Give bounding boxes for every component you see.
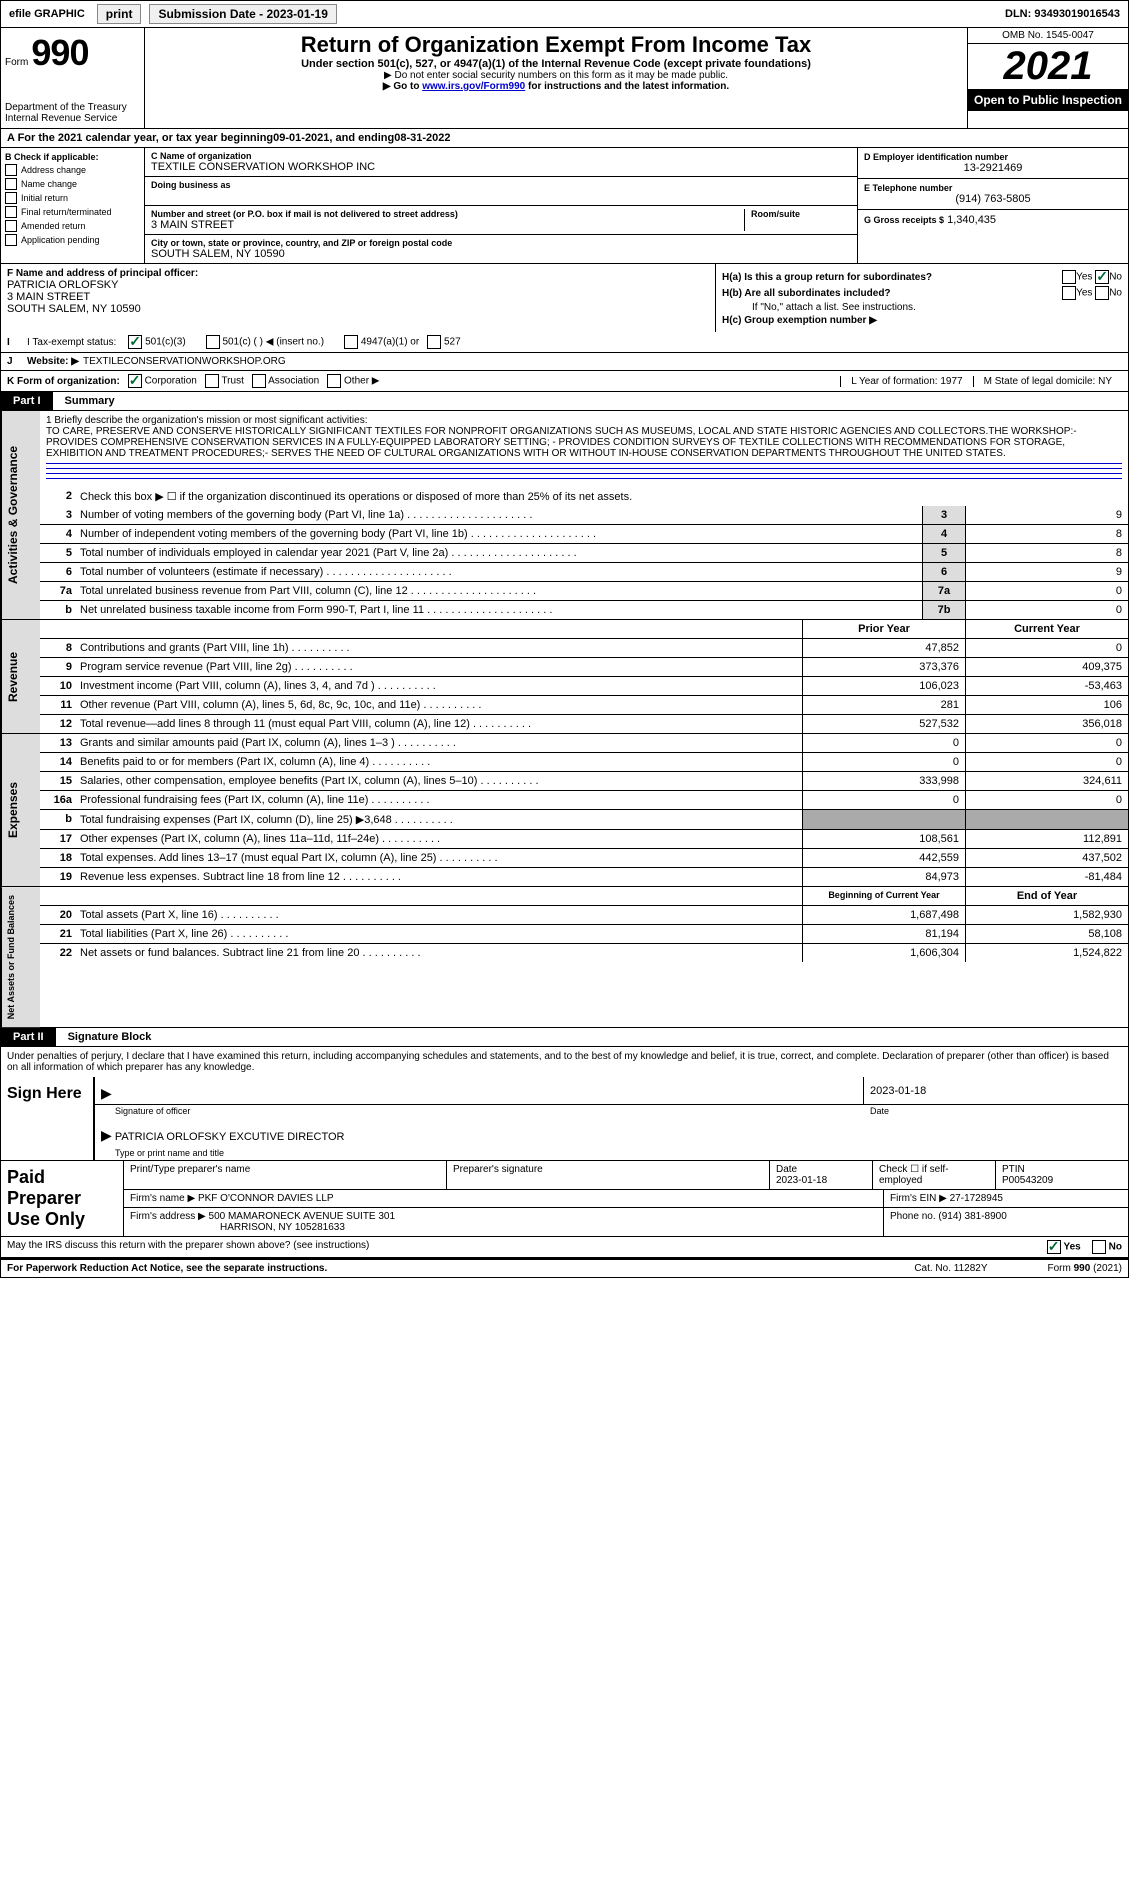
line-k: K Form of organization: Corporation Trus… [0, 371, 1129, 392]
ssn-notice: ▶ Do not enter social security numbers o… [149, 70, 963, 81]
pra-row: For Paperwork Reduction Act Notice, see … [0, 1258, 1129, 1278]
irs-link[interactable]: www.irs.gov/Form990 [422, 81, 525, 92]
form-ref: Form 990 (2021) [1048, 1263, 1122, 1274]
paid-preparer: Paid Preparer Use Only Print/Type prepar… [1, 1160, 1128, 1236]
part1-header: Part I Summary [0, 392, 1129, 411]
signature-block: Under penalties of perjury, I declare th… [0, 1047, 1129, 1237]
ha-yes[interactable] [1062, 270, 1076, 284]
ptin: P00543209 [1002, 1175, 1122, 1186]
efile-topbar: efile GRAPHIC print Submission Date - 20… [0, 0, 1129, 28]
ag-rows: 3Number of voting members of the governi… [40, 506, 1128, 619]
ha-no[interactable] [1095, 270, 1109, 284]
form-number: 990 [31, 32, 88, 73]
dept-treasury: Department of the Treasury [5, 102, 140, 113]
website: TEXTILECONSERVATIONWORKSHOP.ORG [83, 356, 286, 367]
goto-line: ▶ Go to www.irs.gov/Form990 for instruct… [149, 81, 963, 92]
org-city: SOUTH SALEM, NY 10590 [151, 248, 851, 260]
na-rows: 20Total assets (Part X, line 16) . . . .… [40, 906, 1128, 962]
form-word: Form [5, 57, 28, 68]
tax-year: 2021 [968, 44, 1128, 89]
i-501c3[interactable] [128, 335, 142, 349]
k-corp[interactable] [128, 374, 142, 388]
print-button[interactable]: print [97, 4, 142, 24]
netassets-section: Net Assets or Fund Balances Beginning of… [0, 887, 1129, 1028]
discuss-yes[interactable] [1047, 1240, 1061, 1254]
ein: 13-2921469 [864, 162, 1122, 174]
revenue-section: Revenue Prior Year Current Year 8Contrib… [0, 620, 1129, 734]
dln: DLN: 93493019016543 [1005, 8, 1128, 20]
form-title: Return of Organization Exempt From Incom… [149, 32, 963, 58]
hb-yes[interactable] [1062, 286, 1076, 300]
state-domicile: M State of legal domicile: NY [973, 376, 1122, 387]
activities-governance: Activities & Governance 1 Briefly descri… [0, 411, 1129, 620]
part2-header: Part II Signature Block [0, 1028, 1129, 1047]
f-h-row: F Name and address of principal officer:… [0, 264, 1129, 332]
efile-label: efile GRAPHIC [1, 8, 93, 20]
gross-receipts: 1,340,435 [947, 214, 996, 226]
line-j: J Website: ▶ TEXTILECONSERVATIONWORKSHOP… [0, 353, 1129, 371]
sig-date: 2023-01-18 [870, 1085, 926, 1097]
rev-rows: 8Contributions and grants (Part VIII, li… [40, 639, 1128, 733]
phone: (914) 763-5805 [864, 193, 1122, 205]
expenses-section: Expenses 13Grants and similar amounts pa… [0, 734, 1129, 887]
firm-phone: (914) 381-8900 [938, 1211, 1006, 1222]
ty-begin: 09-01-2021 [273, 132, 329, 144]
line-i: I I Tax-exempt status: 501(c)(3) 501(c) … [0, 332, 1129, 353]
org-street: 3 MAIN STREET [151, 219, 744, 231]
submission-date: Submission Date - 2023-01-19 [149, 4, 336, 24]
discuss-row: May the IRS discuss this return with the… [0, 1237, 1129, 1258]
entity-block: B Check if applicable: Address change Na… [0, 148, 1129, 264]
open-public: Open to Public Inspection [968, 89, 1128, 111]
col-b: B Check if applicable: Address change Na… [1, 148, 145, 263]
year-formation: L Year of formation: 1977 [840, 376, 972, 387]
org-name: TEXTILE CONSERVATION WORKSHOP INC [151, 161, 851, 173]
discuss-no[interactable] [1092, 1240, 1106, 1254]
form-header: Form 990 Department of the Treasury Inte… [0, 28, 1129, 129]
irs-label: Internal Revenue Service [5, 113, 140, 124]
exp-rows: 13Grants and similar amounts paid (Part … [40, 734, 1128, 886]
line-a: A For the 2021 calendar year, or tax yea… [0, 129, 1129, 148]
mission-intro: 1 Briefly describe the organization's mi… [46, 415, 1122, 426]
form-subtitle: Under section 501(c), 527, or 4947(a)(1)… [149, 58, 963, 70]
officer-name: PATRICIA ORLOFSKY [7, 279, 709, 291]
mission-text: TO CARE, PRESERVE AND CONSERVE HISTORICA… [46, 426, 1122, 459]
ty-end: 08-31-2022 [394, 132, 450, 144]
firm-ein: 27-1728945 [950, 1193, 1003, 1204]
hb-no[interactable] [1095, 286, 1109, 300]
omb-number: OMB No. 1545-0047 [968, 28, 1128, 44]
firm-name: PKF O'CONNOR DAVIES LLP [198, 1193, 334, 1204]
officer-print: PATRICIA ORLOFSKY EXCUTIVE DIRECTOR [115, 1131, 345, 1143]
